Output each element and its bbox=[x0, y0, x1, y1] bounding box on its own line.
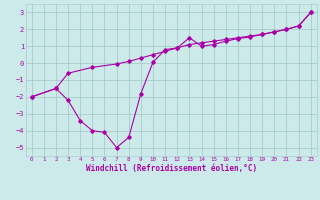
X-axis label: Windchill (Refroidissement éolien,°C): Windchill (Refroidissement éolien,°C) bbox=[86, 164, 257, 173]
